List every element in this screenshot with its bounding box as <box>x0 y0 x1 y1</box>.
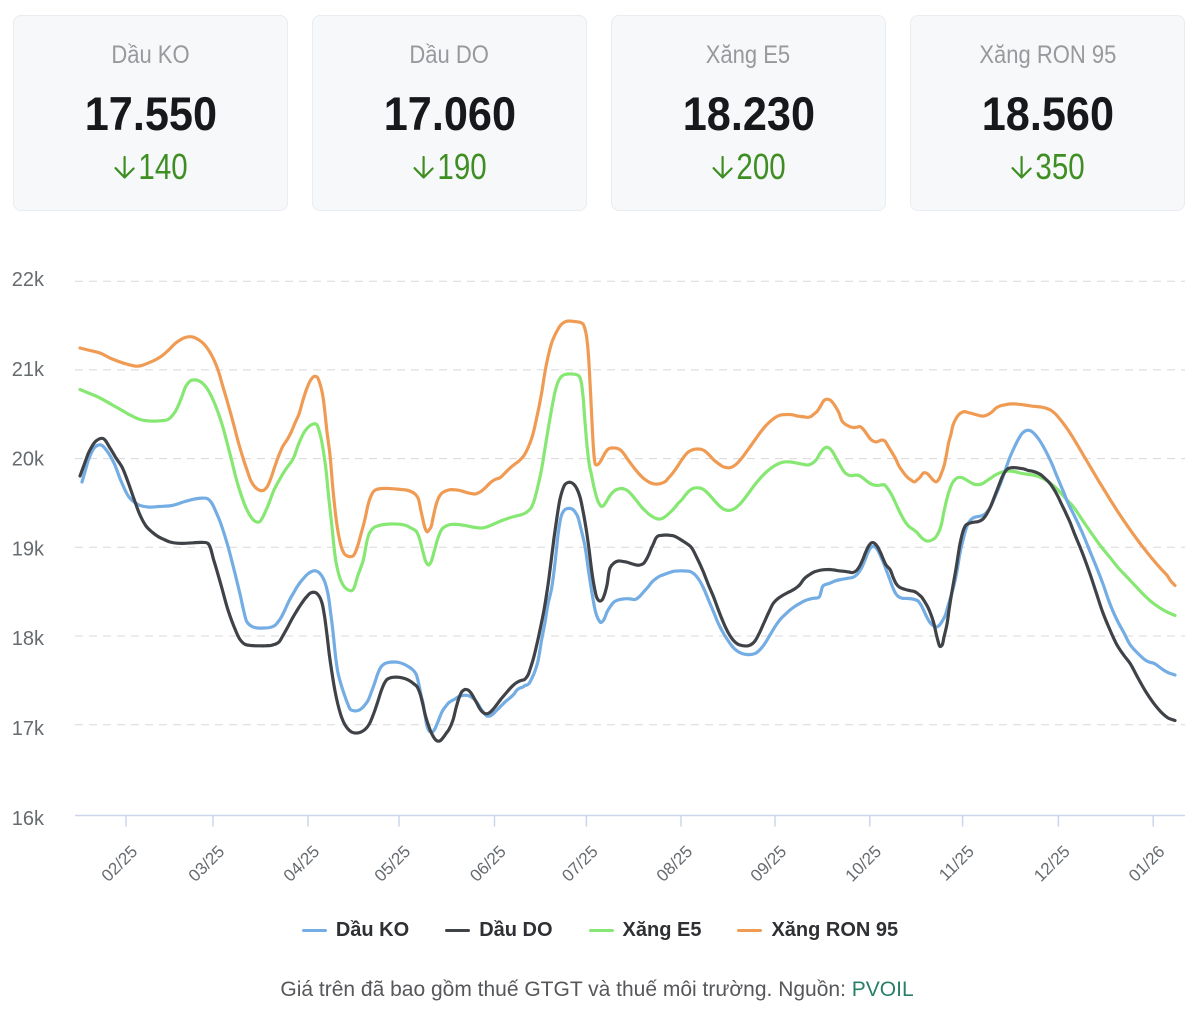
svg-text:21k: 21k <box>12 359 45 381</box>
svg-text:17k: 17k <box>12 718 45 740</box>
svg-text:07/25: 07/25 <box>558 842 602 886</box>
svg-text:22k: 22k <box>12 269 45 291</box>
svg-text:06/25: 06/25 <box>466 842 510 886</box>
svg-text:09/25: 09/25 <box>747 842 791 886</box>
svg-text:02/25: 02/25 <box>98 842 142 886</box>
svg-text:20k: 20k <box>12 449 45 471</box>
svg-text:18k: 18k <box>12 628 45 650</box>
svg-text:01/26: 01/26 <box>1125 842 1169 886</box>
svg-text:05/25: 05/25 <box>371 842 415 886</box>
svg-text:12/25: 12/25 <box>1030 842 1074 886</box>
svg-text:08/25: 08/25 <box>653 842 697 886</box>
svg-text:19k: 19k <box>12 538 45 560</box>
svg-text:16k: 16k <box>12 808 45 830</box>
svg-text:03/25: 03/25 <box>185 842 229 886</box>
svg-text:04/25: 04/25 <box>280 842 324 886</box>
svg-text:11/25: 11/25 <box>935 842 978 885</box>
svg-text:10/25: 10/25 <box>842 842 886 886</box>
